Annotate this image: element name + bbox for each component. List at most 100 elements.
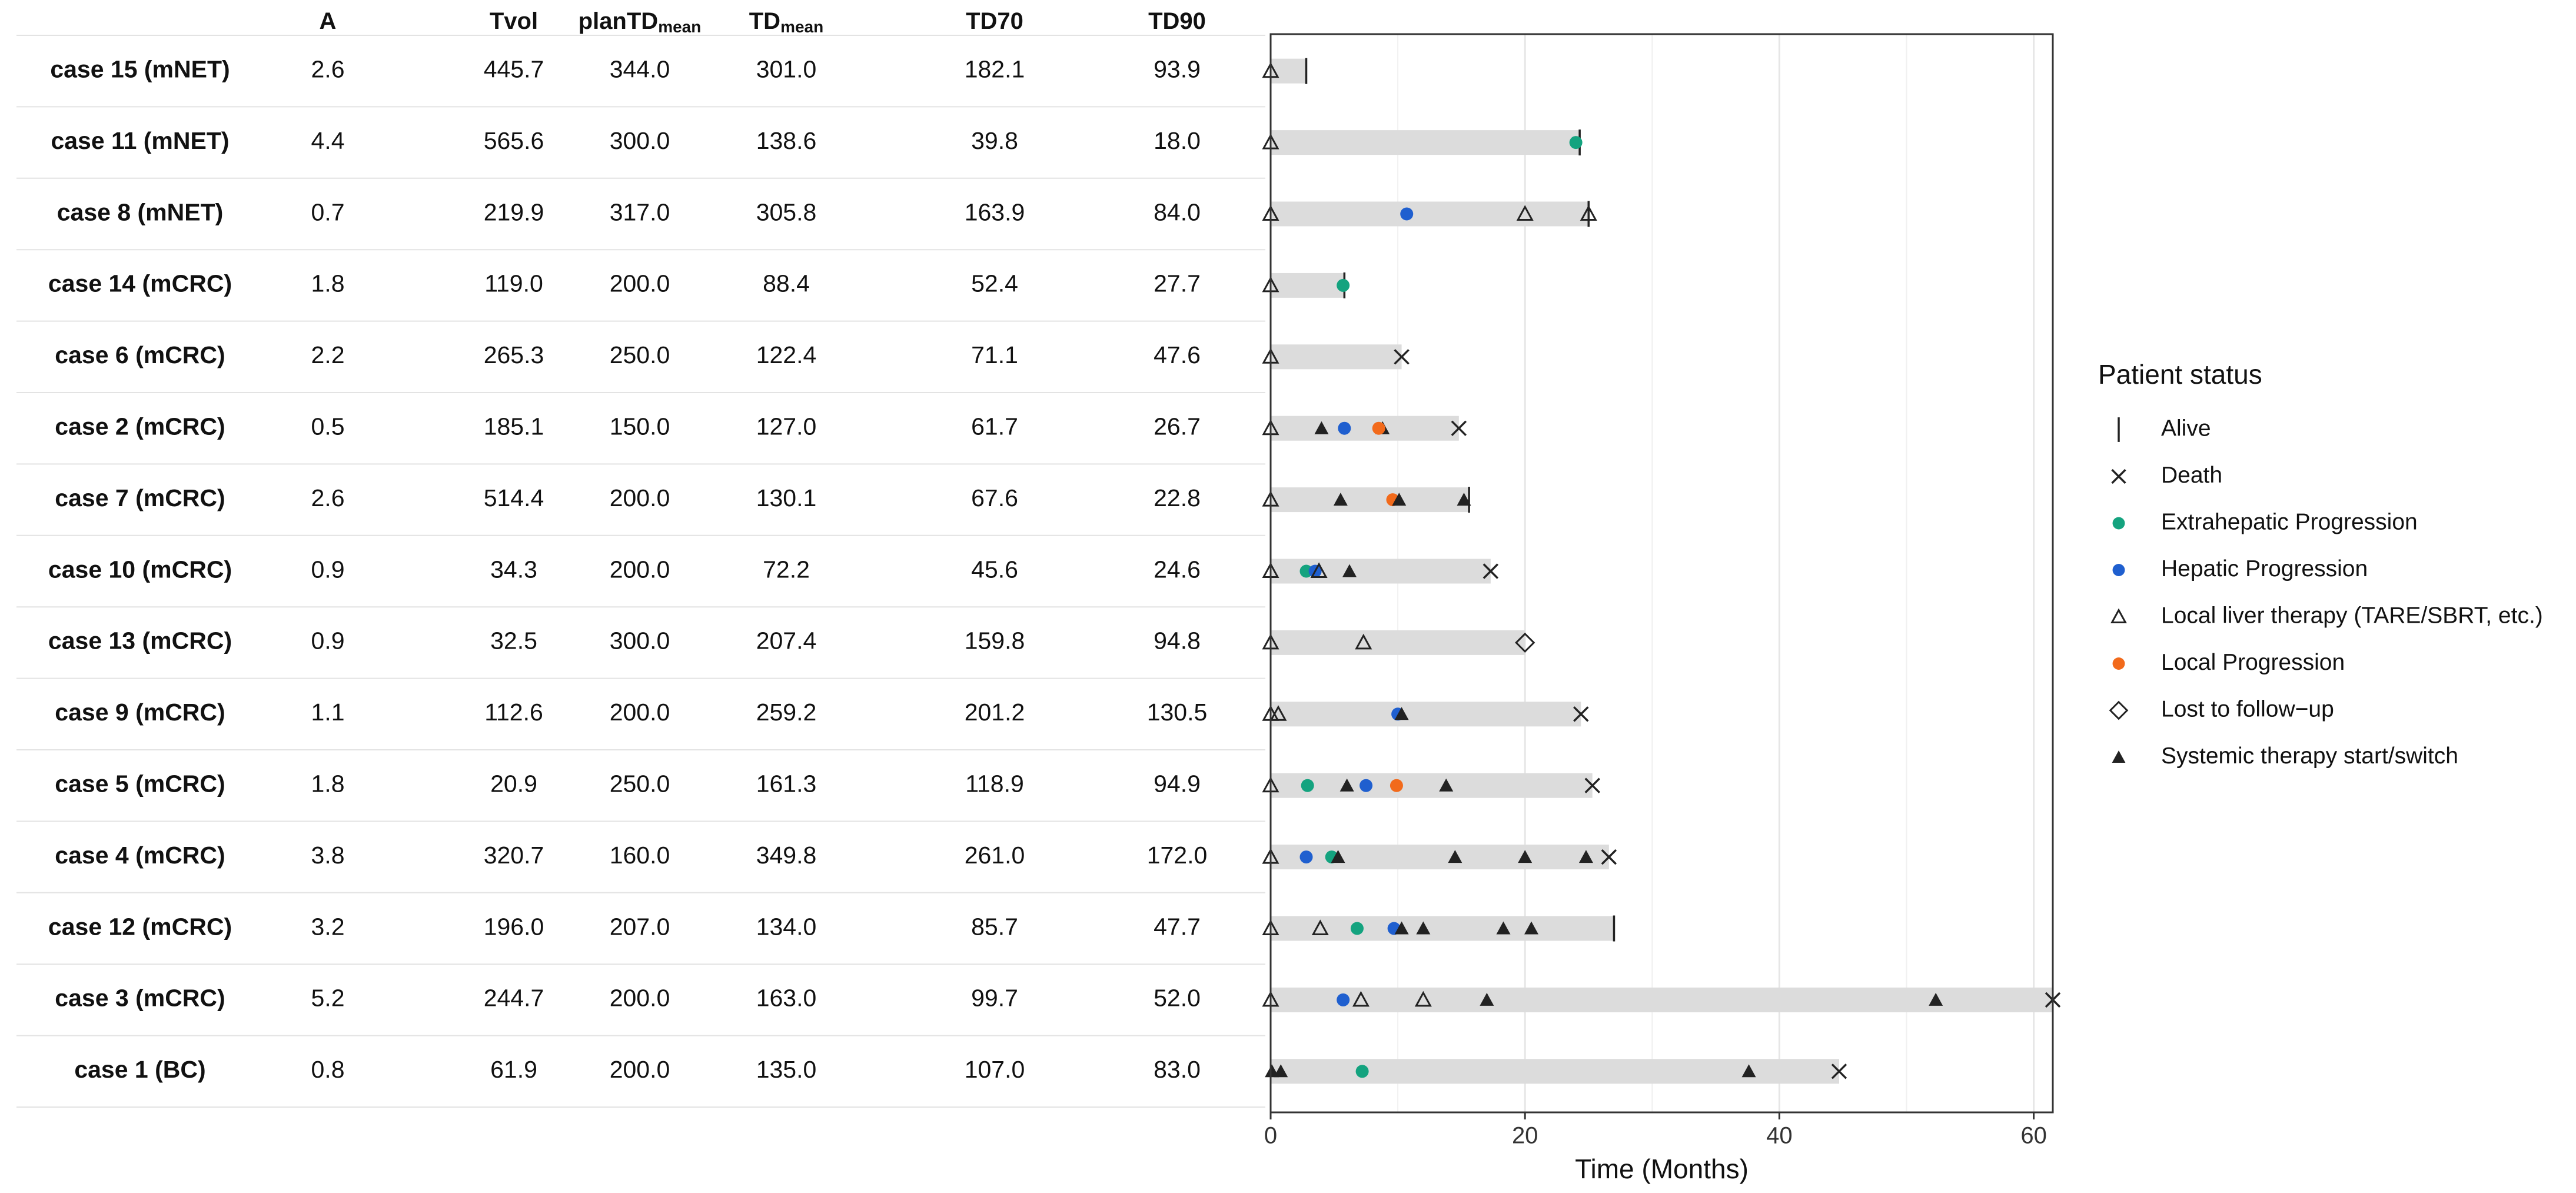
cell-a: 0.8 <box>311 1056 345 1083</box>
cell-td-mean: 135.0 <box>756 1056 817 1083</box>
cell-tvol: 20.9 <box>490 770 537 797</box>
cell-plantd-mean: 160.0 <box>610 842 670 869</box>
extra-marker <box>1337 278 1350 292</box>
table-row: case 12 (mCRC) 3.2 196.0 207.0 134.0 85.7 47.7 <box>48 913 1201 940</box>
systemic-marker <box>1331 850 1345 863</box>
hepatic-dot <box>1400 207 1414 221</box>
case-label: case 14 (mCRC) <box>48 270 232 297</box>
table-row: case 8 (mNET) 0.7 219.9 317.0 305.8 163.9 84.0 <box>57 198 1201 225</box>
extra-dot <box>1350 922 1364 935</box>
cell-tvol: 119.0 <box>484 270 543 297</box>
cell-a: 2.6 <box>311 484 345 511</box>
systemic-marker <box>1929 992 1943 1006</box>
local-therapy-marker <box>1516 205 1534 221</box>
systemic-marker <box>1524 921 1538 935</box>
cell-a: 5.2 <box>311 985 345 1012</box>
table-row: case 7 (mCRC) 2.6 514.4 200.0 130.1 67.6 22.8 <box>55 484 1201 511</box>
cell-td70: 107.0 <box>965 1056 1025 1083</box>
legend-label: Local Progression <box>2161 650 2345 675</box>
local-therapy-marker <box>1355 633 1372 650</box>
lost-diamond <box>2109 700 2129 720</box>
cell-tvol: 61.9 <box>490 1056 537 1083</box>
cell-plantd-mean: 200.0 <box>610 556 670 583</box>
cell-plantd-mean: 200.0 <box>610 1056 670 1083</box>
local-therapy-triangle <box>1311 919 1329 935</box>
local-therapy-marker <box>1310 562 1328 578</box>
local-therapy-triangle <box>1355 633 1372 650</box>
cell-td90: 52.0 <box>1154 985 1201 1012</box>
case-label: case 6 (mCRC) <box>55 341 225 368</box>
cell-td-mean: 305.8 <box>756 198 817 225</box>
header-tvol-main: Tvol <box>490 8 538 34</box>
cell-plantd-mean: 200.0 <box>610 699 670 726</box>
local-therapy-triangle <box>1414 991 1432 1007</box>
systemic-marker <box>1480 992 1494 1006</box>
cell-plantd-mean: 150.0 <box>610 413 670 440</box>
cell-tvol: 34.3 <box>490 556 537 583</box>
systemic-marker <box>1457 493 1471 506</box>
local-prog-marker <box>2112 657 2125 670</box>
systemic-marker <box>1342 564 1357 577</box>
legend-item-extra: Extrahepatic Progression <box>2112 509 2418 534</box>
cell-td90: 83.0 <box>1154 1056 1201 1083</box>
swimmer-lane <box>1265 1064 1847 1079</box>
systemic-marker <box>1339 778 1354 792</box>
local-prog-dot <box>1390 779 1403 792</box>
cell-td-mean: 134.0 <box>756 913 817 940</box>
header-td70-main: TD70 <box>966 8 1023 34</box>
death-marker <box>1584 777 1600 793</box>
swimmer-lane <box>1262 848 1617 865</box>
local-prog-dot <box>1372 421 1385 435</box>
cell-td-mean: 130.1 <box>756 484 817 511</box>
death-marker <box>2111 468 2126 484</box>
cell-td70: 71.1 <box>971 341 1018 368</box>
systemic-marker <box>1394 707 1409 720</box>
duration-bar <box>1271 487 1470 513</box>
case-label: case 1 (BC) <box>74 1056 205 1083</box>
systemic-marker <box>1416 921 1431 935</box>
hepatic-marker <box>1337 993 1350 1006</box>
table-row: case 15 (mNET) 2.6 445.7 344.0 301.0 182.1 93.… <box>50 56 1201 83</box>
lost-diamond <box>1515 632 1535 653</box>
cell-td70: 85.7 <box>971 913 1018 940</box>
cell-td70: 261.0 <box>965 842 1025 869</box>
cell-tvol: 185.1 <box>484 413 544 440</box>
cell-td-mean: 161.3 <box>756 770 817 797</box>
systemic-triangle <box>1496 921 1511 935</box>
cell-td70: 52.4 <box>971 270 1018 297</box>
hepatic-dot <box>1299 850 1313 864</box>
x-tick-label: 0 <box>1264 1123 1277 1149</box>
systemic-marker <box>1333 493 1348 506</box>
death-cross-b <box>1483 563 1499 579</box>
extra-dot <box>2112 517 2125 530</box>
duration-bar <box>1271 916 1614 941</box>
systemic-marker <box>1392 493 1407 506</box>
legend-item-hepatic: Hepatic Progression <box>2112 556 2368 581</box>
extra-dot <box>1355 1065 1369 1078</box>
systemic-triangle <box>1331 850 1345 863</box>
local-therapy-marker <box>1352 991 1370 1007</box>
header-td-mean-subscript: mean <box>780 18 823 36</box>
cell-td-mean: 259.2 <box>756 699 817 726</box>
case-label: case 4 (mCRC) <box>55 842 225 869</box>
cell-td90: 22.8 <box>1154 484 1201 511</box>
systemic-triangle <box>1457 493 1471 506</box>
cell-tvol: 32.5 <box>490 627 537 654</box>
systemic-triangle <box>1416 921 1431 935</box>
duration-bar <box>1271 773 1593 798</box>
systemic-triangle <box>1394 921 1409 935</box>
death-marker <box>1394 349 1410 365</box>
systemic-triangle <box>1274 1064 1288 1078</box>
case-label: case 13 (mCRC) <box>48 627 232 654</box>
cell-tvol: 219.9 <box>484 198 544 225</box>
systemic-triangle <box>1314 421 1329 434</box>
cell-a: 1.8 <box>311 770 345 797</box>
cell-td70: 39.8 <box>971 127 1018 154</box>
cell-td70: 182.1 <box>965 56 1025 83</box>
death-marker <box>1483 563 1499 579</box>
systemic-marker <box>1265 1064 1279 1078</box>
cell-a: 2.6 <box>311 56 345 83</box>
extra-marker <box>1301 779 1314 792</box>
local-therapy-marker <box>2110 608 2127 623</box>
header-plantd-mean-subscript: mean <box>658 18 701 36</box>
